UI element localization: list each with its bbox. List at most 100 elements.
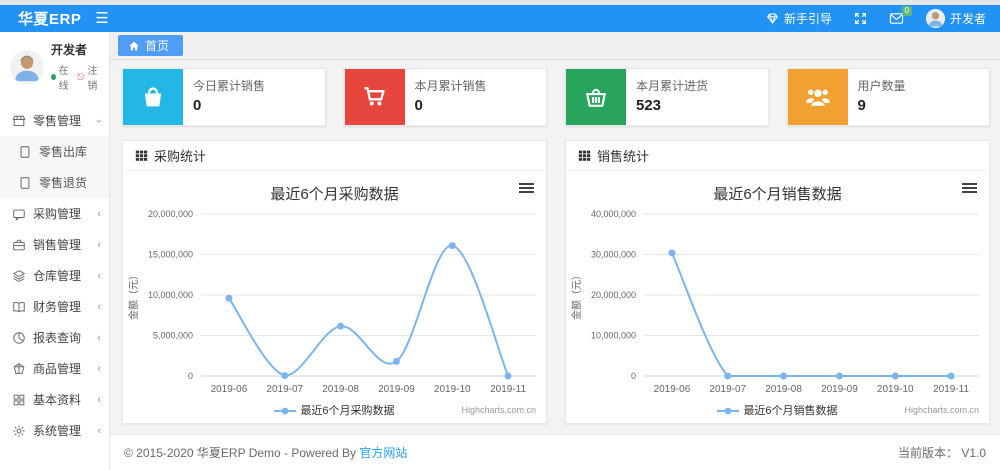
shopping-bag-icon	[123, 69, 183, 125]
guide-label: 新手引导	[783, 12, 832, 26]
purchase-stats-panel: 采购统计 最近6个月采购数据 0 5,000,000 10,000,000 15,00…	[122, 140, 547, 424]
svg-text:20,000,000: 20,000,000	[591, 290, 636, 300]
svg-text:2019-09: 2019-09	[378, 384, 415, 395]
purchase-icon	[12, 207, 26, 221]
official-site-link[interactable]: 官方网站	[359, 446, 408, 460]
sidebar-item-retail-out[interactable]: 零售出库	[0, 136, 109, 167]
stat-cards-row: 今日累计销售 0 本月累计销售 0	[122, 68, 990, 126]
chart-legend[interactable]: 最近6个月销售数据	[566, 402, 989, 418]
stat-value: 0	[193, 97, 202, 114]
stat-card-user-count: 用户数量 9	[786, 68, 990, 126]
th-grid-icon	[578, 150, 591, 161]
app-logo: 华夏ERP	[18, 11, 82, 28]
briefcase-icon	[12, 238, 26, 252]
chart-title: 最近6个月销售数据	[713, 186, 842, 203]
svg-text:2019-08: 2019-08	[322, 384, 359, 395]
online-status-label: 在线	[58, 66, 69, 92]
svg-text:0: 0	[631, 371, 636, 381]
chart-panels-row: 采购统计 最近6个月采购数据 0 5,000,000 10,000,000 15,00…	[122, 140, 990, 424]
svg-text:15,000,000: 15,000,000	[148, 250, 193, 260]
logout-link[interactable]: 注销	[87, 66, 98, 92]
cart-icon	[344, 69, 405, 125]
guide-button[interactable]: 新手引导	[766, 10, 832, 27]
panel-header: 销售统计	[566, 141, 989, 171]
svg-text:2019-10: 2019-10	[877, 384, 914, 395]
fullscreen-button[interactable]	[854, 12, 867, 25]
sidebar-toggle-icon[interactable]: ☰	[95, 10, 109, 27]
svg-text:2019-06: 2019-06	[211, 384, 248, 395]
stat-label: 本月累计销售	[414, 79, 487, 93]
envelope-icon	[889, 13, 904, 24]
logout-icon[interactable]: ⎋	[77, 71, 85, 82]
sidebar-user-panel: 开发者 在线 ⎋ 注销	[0, 32, 109, 101]
chart-menu-icon[interactable]	[962, 183, 977, 195]
sales-stats-panel: 销售统计 最近6个月销售数据 0 10,000,000 20,000,000 30,0…	[565, 140, 990, 424]
grid-icon	[12, 393, 26, 407]
message-count-badge: 0	[901, 6, 912, 16]
copyright-text: © 2015-2020 华夏ERP Demo - Powered By 官方网站	[124, 446, 408, 460]
doc-icon	[18, 176, 32, 190]
svg-text:0: 0	[188, 371, 193, 381]
user-menu[interactable]: 开发者	[925, 9, 986, 28]
users-icon	[787, 69, 848, 125]
svg-text:2019-06: 2019-06	[654, 384, 691, 395]
stat-card-month-sales: 本月累计销售 0	[343, 68, 547, 126]
chevron-left-icon: ‹	[97, 393, 101, 406]
sidebar-item-retail[interactable]: 零售管理 ‹	[0, 105, 109, 136]
sidebar-username: 开发者	[51, 43, 88, 57]
sidebar-item-retail-return[interactable]: 零售退货	[0, 167, 109, 198]
chart-credits[interactable]: Highcharts.com.cn	[904, 405, 979, 415]
stat-value: 0	[414, 97, 423, 114]
chevron-left-icon: ‹	[97, 238, 101, 251]
sidebar-item-reports[interactable]: 报表查询 ‹	[0, 322, 109, 353]
chart-credits[interactable]: Highcharts.com.cn	[461, 405, 536, 415]
sidebar-item-goods[interactable]: 商品管理 ‹	[0, 353, 109, 384]
chevron-left-icon: ‹	[97, 269, 101, 282]
sidebar-item-basic-data[interactable]: 基本资料 ‹	[0, 384, 109, 415]
doc-icon	[18, 145, 32, 159]
stat-value: 9	[857, 97, 866, 114]
legend-marker-icon	[717, 407, 740, 415]
gear-icon	[12, 424, 26, 438]
tab-bar: 首页	[110, 32, 1000, 60]
sidebar-item-purchase[interactable]: 采购管理 ‹	[0, 198, 109, 229]
svg-text:2019-09: 2019-09	[821, 384, 858, 395]
stat-card-month-purchase: 本月累计进货 523	[565, 68, 769, 126]
chevron-down-icon: ‹	[93, 118, 106, 123]
chart-menu-icon[interactable]	[519, 183, 534, 195]
messages-button[interactable]: 0	[889, 6, 912, 25]
chevron-left-icon: ‹	[97, 331, 101, 344]
sidebar-item-finance[interactable]: 财务管理 ‹	[0, 291, 109, 322]
svg-text:30,000,000: 30,000,000	[591, 250, 636, 260]
goods-icon	[12, 362, 26, 376]
tab-home[interactable]: 首页	[118, 35, 184, 56]
online-status-dot	[51, 74, 56, 80]
version-text: 当前版本： V1.0	[897, 446, 986, 460]
stat-label: 用户数量	[857, 79, 906, 93]
th-grid-icon	[135, 150, 148, 161]
avatar	[925, 9, 945, 28]
chart-title: 最近6个月采购数据	[270, 186, 399, 203]
report-icon	[12, 331, 26, 345]
page-footer: © 2015-2020 华夏ERP Demo - Powered By 官方网站…	[110, 434, 1000, 470]
sidebar-item-warehouse[interactable]: 仓库管理 ‹	[0, 260, 109, 291]
panel-header: 采购统计	[123, 141, 546, 171]
svg-text:2019-11: 2019-11	[933, 384, 969, 395]
sales-line-chart: 0 10,000,000 20,000,000 30,000,000 40,000,00…	[570, 209, 979, 395]
sidebar: 开发者 在线 ⎋ 注销 零售管理 ‹ 零售出库 零售退货	[0, 32, 110, 470]
chevron-left-icon: ‹	[97, 424, 101, 437]
legend-marker-icon	[274, 407, 297, 415]
svg-text:2019-11: 2019-11	[490, 384, 526, 395]
svg-text:2019-07: 2019-07	[709, 384, 746, 395]
stat-card-today-sales: 今日累计销售 0	[122, 68, 326, 126]
sidebar-item-system[interactable]: 系统管理 ‹	[0, 415, 109, 446]
sidebar-menu: 零售管理 ‹ 零售出库 零售退货 采购管理 ‹ 销售管理 ‹	[0, 105, 109, 446]
gem-icon	[766, 13, 778, 25]
purchase-line-chart: 0 5,000,000 10,000,000 15,000,000 20,000,000…	[127, 209, 536, 395]
chart-legend[interactable]: 最近6个月采购数据	[123, 402, 546, 418]
svg-text:20,000,000: 20,000,000	[148, 209, 193, 219]
svg-text:金额（元）: 金额（元）	[570, 270, 583, 320]
chevron-left-icon: ‹	[97, 362, 101, 375]
sidebar-item-sales[interactable]: 销售管理 ‹	[0, 229, 109, 260]
chevron-left-icon: ‹	[97, 207, 101, 220]
